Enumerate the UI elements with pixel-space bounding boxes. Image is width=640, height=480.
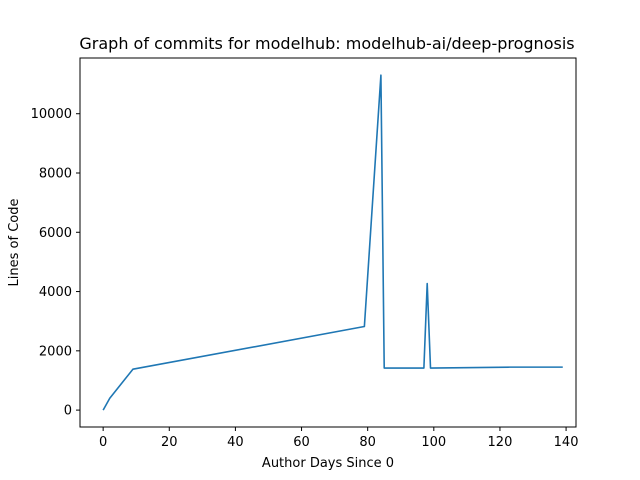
plot-area	[103, 75, 563, 410]
x-tick-label: 80	[359, 435, 376, 450]
x-tick-label: 100	[421, 435, 446, 450]
axis-ticks: 0 20 40 60 80 100 120 140 0 2000 4000 6000 8000 10000	[31, 107, 579, 450]
y-tick-label: 0	[64, 404, 72, 419]
x-tick-label: 140	[554, 435, 579, 450]
y-tick-label: 4000	[39, 285, 72, 300]
x-tick-label: 120	[488, 435, 513, 450]
x-axis-label: Author Days Since 0	[262, 456, 394, 471]
y-tick-label: 10000	[31, 107, 72, 122]
chart-title: Graph of commits for modelhub: modelhub-…	[79, 34, 574, 53]
y-tick-label: 6000	[39, 226, 72, 241]
y-axis-label: Lines of Code	[7, 199, 22, 287]
plot-frame	[80, 58, 576, 427]
x-tick-label: 0	[99, 435, 107, 450]
x-tick-label: 60	[293, 435, 310, 450]
x-tick-label: 20	[161, 435, 178, 450]
y-tick-label: 2000	[39, 344, 72, 359]
y-tick-label: 8000	[39, 166, 72, 181]
x-tick-label: 40	[227, 435, 244, 450]
series-line-0	[103, 75, 563, 410]
